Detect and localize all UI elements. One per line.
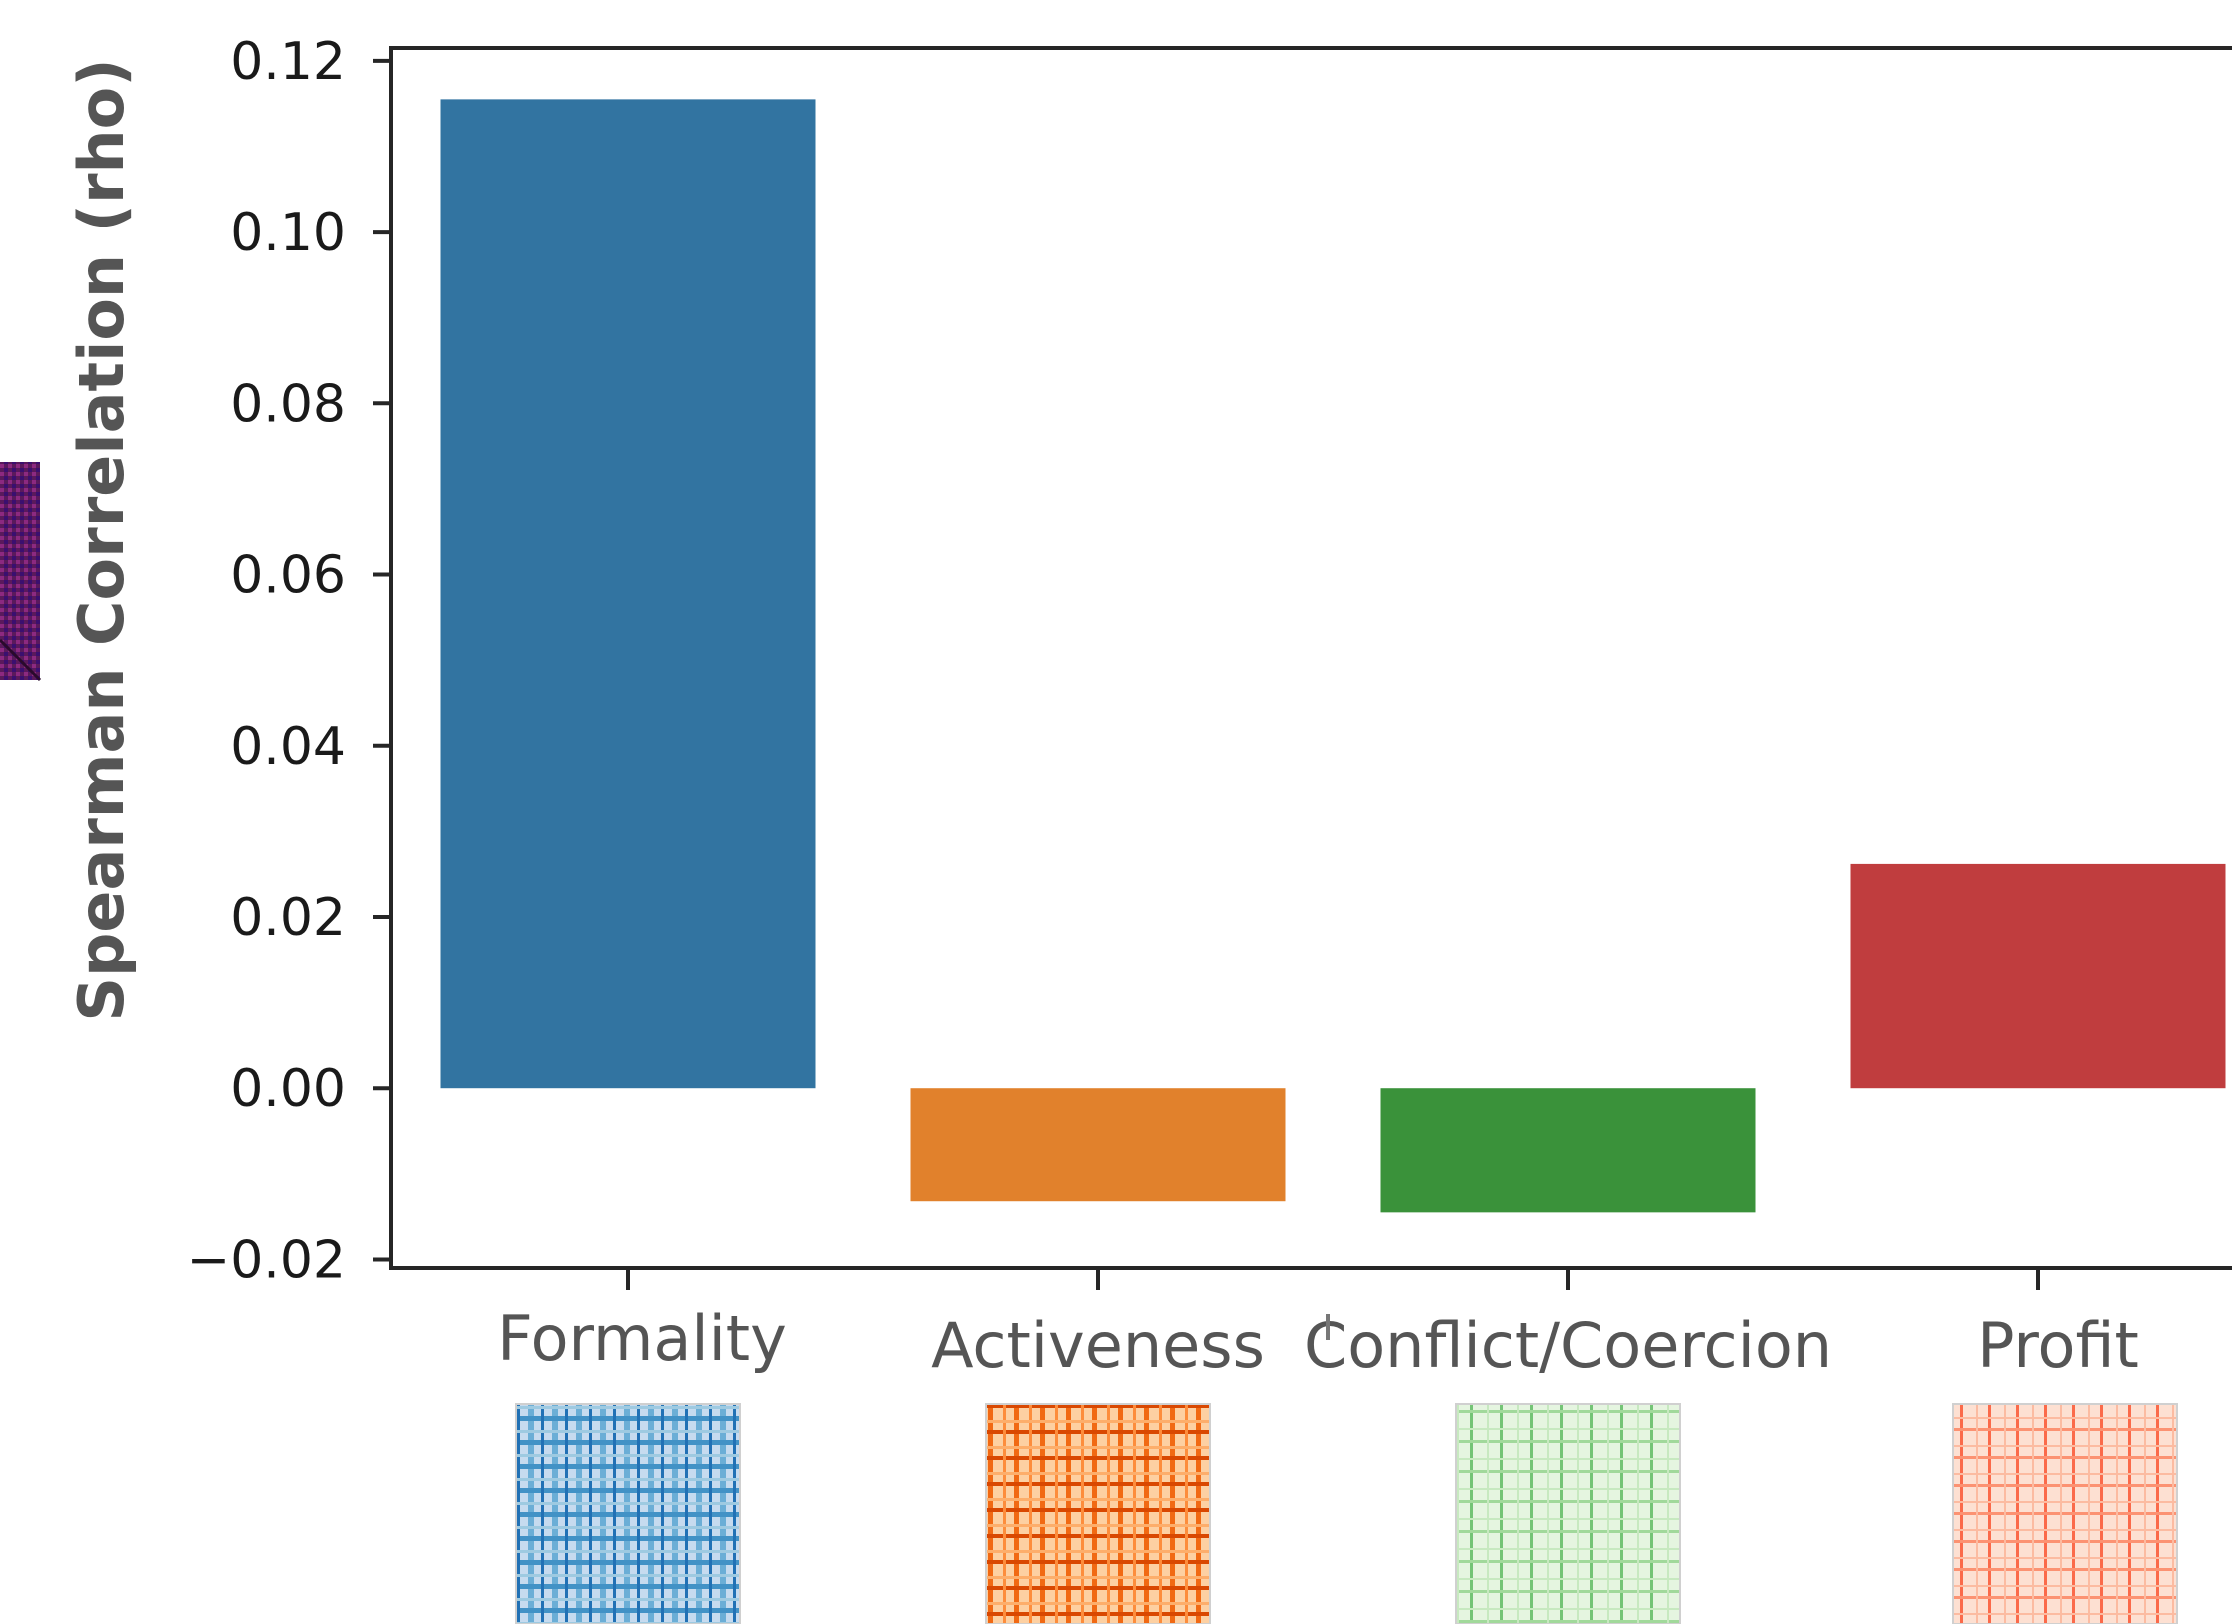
x-tick-label: Formality <box>497 1302 787 1375</box>
bar-conflict-coercion <box>1380 1088 1756 1213</box>
bar-profit <box>1850 863 2226 1089</box>
side-matrix-diagonal <box>0 638 42 682</box>
side-matrix-thumbnail <box>0 462 40 680</box>
category-matrix-thumbnails <box>515 1403 2178 1624</box>
matrix-thumbnail-greens <box>1455 1403 1681 1624</box>
bars <box>440 99 2226 1213</box>
matrix-thumbnail-oranges <box>985 1403 1211 1624</box>
y-tick-label: 0.00 <box>230 1059 346 1119</box>
y-tick-label: 0.04 <box>230 717 346 777</box>
x-axis-ticks: Formality Activeness Conflict/Coercion Prof… <box>497 1268 2139 1382</box>
y-tick-label: 0.08 <box>230 374 346 434</box>
y-tick-label: 0.02 <box>230 888 346 948</box>
y-tick-label: 0.10 <box>230 203 346 263</box>
x-tick-label: Activeness <box>931 1309 1265 1382</box>
y-axis-ticks: −0.02 0.00 0.02 0.04 0.06 0.08 0.10 0.12 <box>187 32 391 1290</box>
matrix-thumbnail-reds <box>1952 1403 2178 1624</box>
x-tick-label: Profit <box>1977 1309 2139 1382</box>
y-axis-title: Spearman Correlation (rho) <box>65 58 138 1021</box>
stray-glyph-mark <box>1326 1314 1330 1340</box>
y-tick-label: 0.06 <box>230 546 346 606</box>
y-tick-label: 0.12 <box>230 32 346 92</box>
y-tick-label: −0.02 <box>187 1230 346 1290</box>
bar-formality <box>440 99 816 1089</box>
bar-activeness <box>910 1088 1286 1202</box>
matrix-thumbnail-blues <box>515 1403 741 1624</box>
x-tick-label: Conflict/Coercion <box>1304 1309 1832 1382</box>
plot-frame <box>389 46 2232 1270</box>
